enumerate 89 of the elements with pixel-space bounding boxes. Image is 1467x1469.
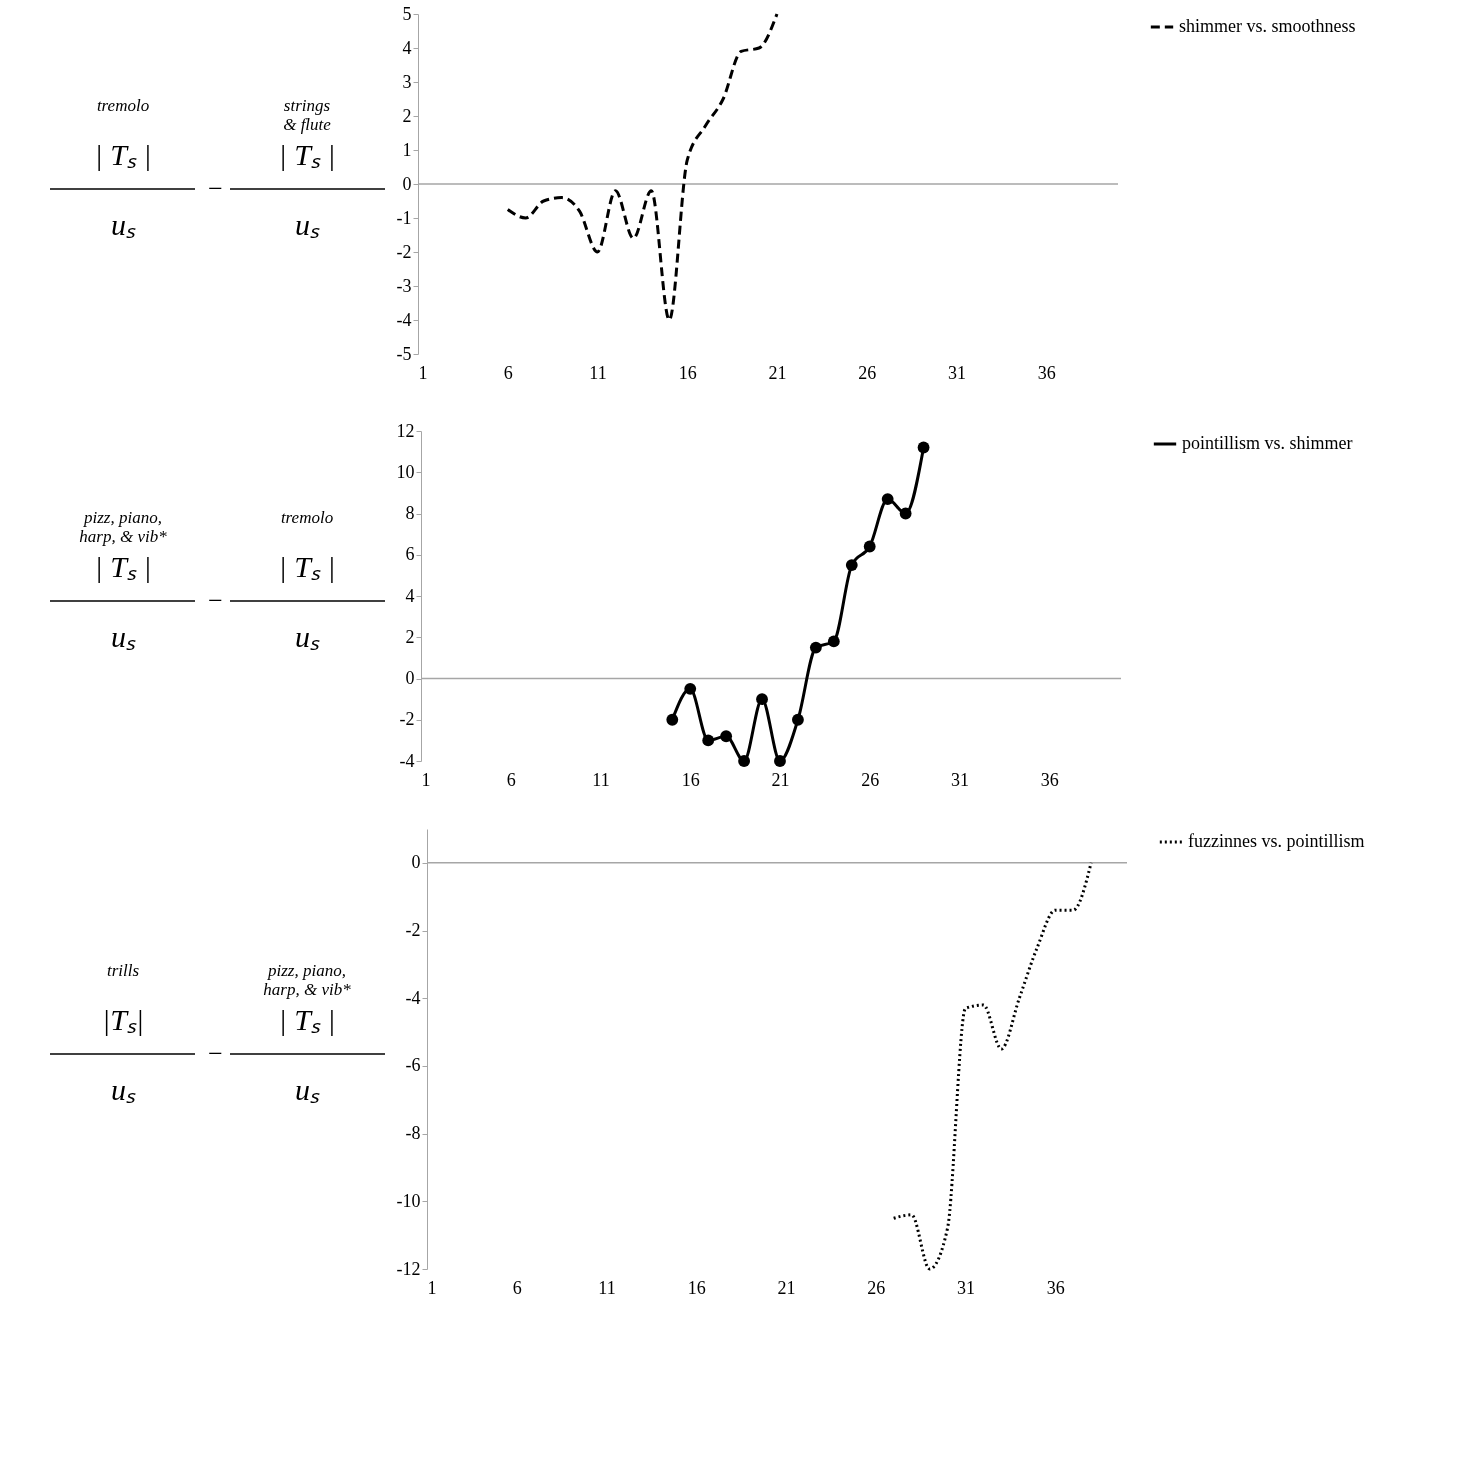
text: − (206, 586, 224, 615)
x-tick-label: 11 (592, 769, 610, 790)
x-tick-label: 6 (512, 1277, 522, 1298)
y-tick-label: 12 (396, 420, 415, 441)
point (845, 559, 858, 571)
x-tick-label: 26 (867, 1277, 886, 1298)
text: tremolo (280, 508, 334, 527)
x-tick-label: 31 (950, 769, 969, 790)
point (809, 641, 822, 654)
point (720, 730, 733, 743)
text: | Tₛ | (278, 1003, 336, 1036)
text: pizz, piano, harp, & vib* (79, 508, 168, 546)
y-tick-label: 4 (405, 585, 415, 606)
y-tick-label: 0 (405, 668, 415, 688)
y-tick-label: -12 (396, 1258, 421, 1279)
point (792, 713, 804, 726)
text: strings & flute (283, 96, 332, 134)
y-tick-label: 6 (405, 544, 415, 565)
y-tick-label: 10 (396, 461, 415, 482)
text: uₛ (111, 1073, 136, 1106)
x-tick-label: 16 (681, 769, 700, 790)
x-tick-label: 6 (506, 769, 516, 790)
text: uₛ (295, 1073, 320, 1106)
text: trills (106, 961, 140, 980)
point (702, 734, 715, 747)
y-tick-label: -5 (396, 343, 412, 364)
y-tick-label: -2 (399, 709, 415, 730)
x-tick-label: 31 (947, 362, 966, 383)
text: uₛ (111, 620, 136, 653)
x-tick-label: 16 (687, 1277, 706, 1298)
y-tick-label: 3 (402, 71, 412, 92)
y-tick-label: -4 (396, 309, 412, 330)
x-tick-label: 31 (956, 1277, 975, 1298)
point (684, 682, 697, 695)
point (899, 507, 912, 520)
y-tick-label: 0 (402, 173, 412, 194)
text: |Tₛ| (101, 1003, 145, 1036)
x-tick-label: 21 (771, 769, 790, 790)
text: − (206, 174, 224, 203)
y-tick-label: 4 (402, 37, 412, 58)
point (863, 540, 876, 553)
y-tick-label: 8 (405, 503, 415, 523)
text: tremolo (96, 96, 150, 115)
point (774, 755, 786, 767)
y-tick-label: 1 (402, 139, 412, 160)
text: | Tₛ | (278, 138, 336, 171)
y-tick-label: -8 (405, 1123, 421, 1144)
y-tick-label: 2 (402, 105, 412, 126)
point (827, 635, 840, 648)
x-tick-label: 36 (1040, 769, 1059, 790)
x-tick-label: 11 (598, 1277, 616, 1298)
x-tick-label: 36 (1046, 1277, 1065, 1298)
point (917, 441, 930, 454)
x-tick-label: 16 (678, 362, 697, 383)
y-tick-label: -4 (399, 750, 415, 771)
y-tick-label: 5 (402, 3, 412, 24)
y-tick-label: -2 (396, 241, 412, 262)
point (666, 713, 679, 726)
text: uₛ (295, 620, 320, 653)
text: pizz, piano, harp, & vib* (263, 961, 352, 999)
y-tick-label: -3 (396, 275, 412, 296)
x-tick-label: 36 (1037, 362, 1056, 383)
point (756, 693, 768, 706)
line-series (506, 12, 779, 322)
x-tick-label: 1 (427, 1277, 437, 1298)
y-tick-label: 0 (411, 852, 421, 873)
text: uₛ (111, 208, 136, 241)
legend-label: fuzzinnes vs. pointillism (1188, 831, 1365, 851)
x-tick-label: 21 (768, 362, 787, 383)
x-tick-label: 6 (503, 362, 513, 383)
x-tick-label: 21 (777, 1277, 796, 1298)
text: | Tₛ | (94, 138, 152, 171)
text: uₛ (295, 208, 320, 241)
x-tick-label: 26 (861, 769, 880, 790)
text: | Tₛ | (94, 550, 152, 583)
point (881, 493, 894, 505)
y-tick-label: -6 (405, 1055, 421, 1076)
text: − (206, 1039, 224, 1068)
y-tick-label: 2 (405, 626, 415, 647)
y-tick-label: -1 (396, 207, 412, 228)
x-tick-label: 11 (589, 362, 607, 383)
text: | Tₛ | (278, 550, 336, 583)
legend-label: shimmer vs. smoothness (1179, 16, 1356, 36)
y-tick-label: -4 (405, 987, 421, 1008)
y-tick-label: -10 (396, 1190, 421, 1211)
legend-label: pointillism vs. shimmer (1182, 433, 1353, 453)
y-tick-label: -2 (405, 920, 421, 941)
point (738, 755, 750, 767)
x-tick-label: 26 (858, 362, 877, 383)
